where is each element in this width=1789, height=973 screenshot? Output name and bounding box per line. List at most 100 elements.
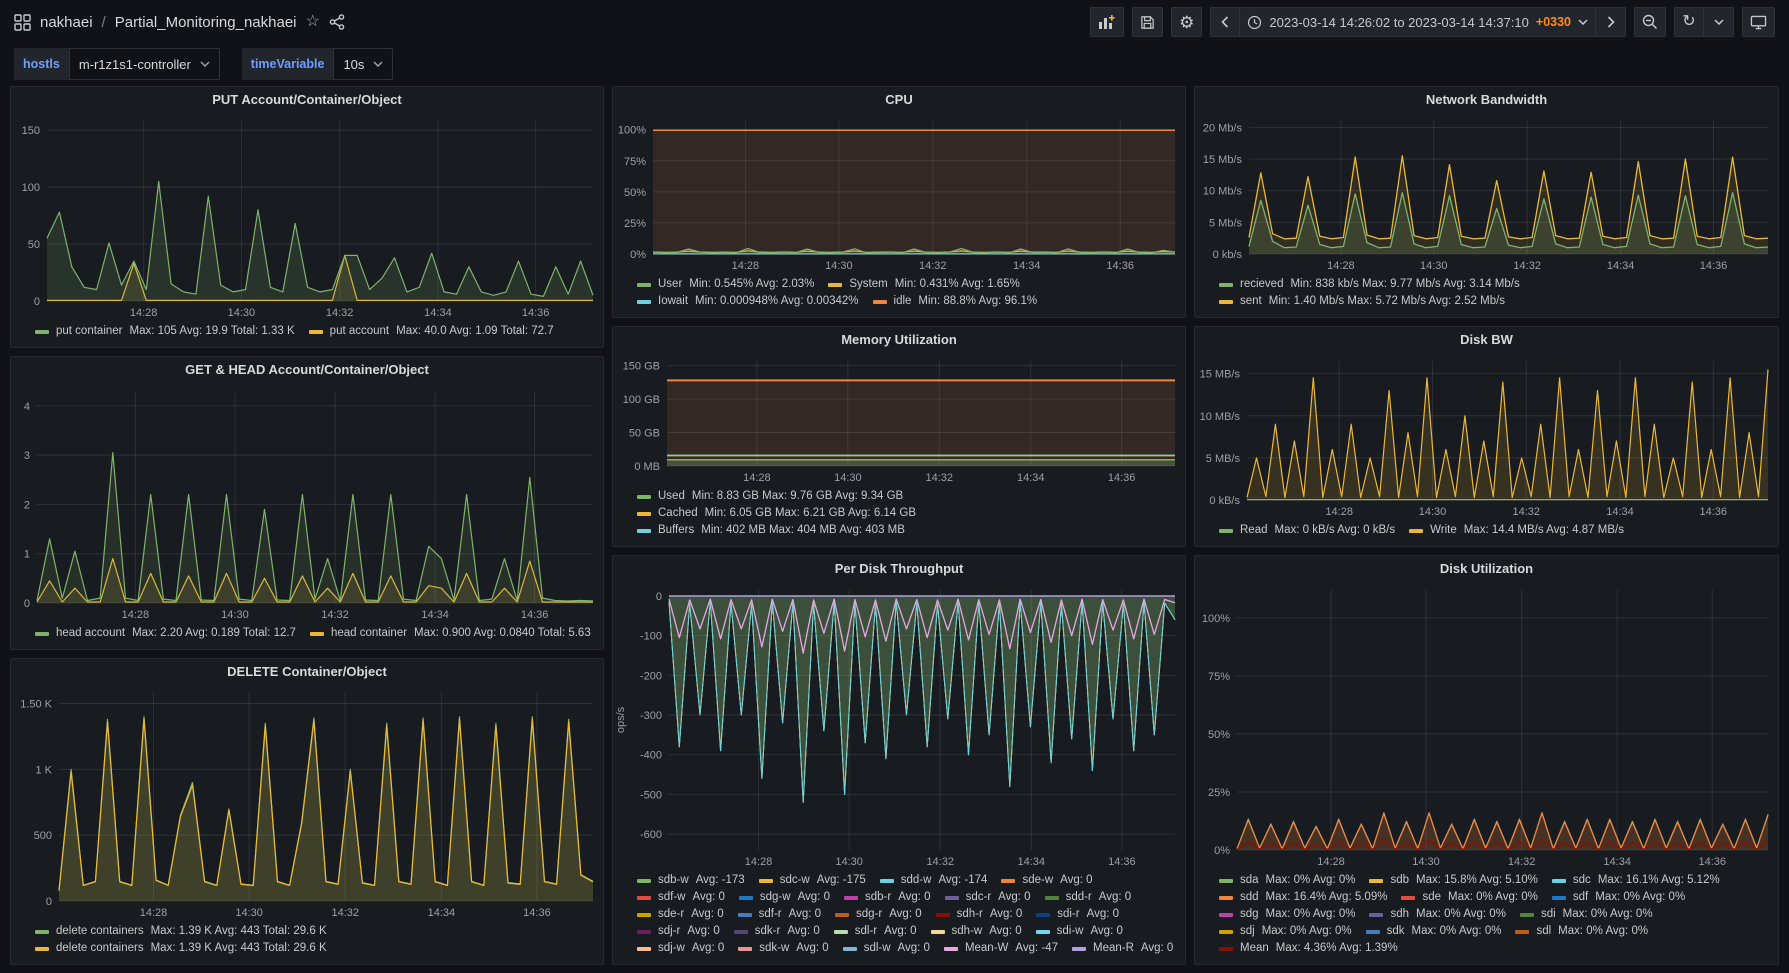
legend-item[interactable]: sdjMax: 0% Avg: 0% [1219, 923, 1352, 940]
legend-item[interactable]: recievedMin: 838 kb/s Max: 9.77 Mb/s Avg… [1219, 276, 1520, 293]
series-color-swatch [35, 330, 49, 334]
add-panel-button[interactable] [1090, 7, 1124, 37]
legend-item[interactable]: Mean-WAvg: -47 [944, 940, 1058, 957]
cpu-chart[interactable]: 14:2814:3014:3214:3414:360%25%50%75%100% [613, 113, 1185, 274]
legend-item[interactable]: put containerMax: 105 Avg: 19.9 Total: 1… [35, 323, 295, 340]
legend-item[interactable]: sdc-rAvg: 0 [945, 889, 1031, 906]
legend-item[interactable]: BuffersMin: 402 MB Max: 404 MB Avg: 403 … [637, 522, 905, 539]
legend-item[interactable]: sde-rAvg: 0 [637, 906, 724, 923]
time-shift-forward-button[interactable] [1596, 7, 1626, 37]
panel-title[interactable]: GET & HEAD Account/Container/Object [11, 357, 603, 383]
legend-item[interactable]: sdkMax: 0% Avg: 0% [1366, 923, 1502, 940]
get-head-chart[interactable]: 14:2814:3014:3214:3414:3601234 [11, 383, 603, 623]
dashboards-grid-icon[interactable] [14, 14, 31, 31]
legend-item[interactable]: sdcMax: 16.1% Avg: 5.12% [1552, 872, 1720, 889]
legend-item[interactable]: sde-wAvg: 0 [1001, 872, 1092, 889]
legend-item[interactable]: UsedMin: 8.83 GB Max: 9.76 GB Avg: 9.34 … [637, 488, 903, 505]
time-variable-dropdown[interactable]: 10s [333, 48, 393, 80]
legend-item[interactable]: CachedMin: 6.05 GB Max: 6.21 GB Avg: 6.1… [637, 505, 916, 522]
zoom-out-time-button[interactable] [1634, 7, 1666, 37]
series-stats: Max: 0 kB/s Avg: 0 kB/s [1275, 522, 1396, 539]
breadcrumb-root[interactable]: nakhaei [40, 14, 93, 31]
legend-item[interactable]: sentMin: 1.40 Mb/s Max: 5.72 Mb/s Avg: 2… [1219, 293, 1505, 310]
legend-item[interactable]: sdh-rAvg: 0 [936, 906, 1023, 923]
panel-title[interactable]: Network Bandwidth [1195, 87, 1778, 113]
legend-item[interactable]: sdaMax: 0% Avg: 0% [1219, 872, 1355, 889]
legend-item[interactable]: idleMin: 88.8% Avg: 96.1% [873, 293, 1038, 310]
legend-item[interactable]: MeanMax: 4.36% Avg: 1.39% [1219, 940, 1398, 957]
network-bandwidth-chart[interactable]: 14:2814:3014:3214:3414:360 kb/s5 Mb/s10 … [1195, 113, 1778, 274]
legend-item[interactable]: sdi-rAvg: 0 [1036, 906, 1119, 923]
legend-item[interactable]: head accountMax: 2.20 Avg: 0.189 Total: … [35, 625, 296, 642]
chevron-left-icon [1221, 16, 1229, 28]
breadcrumb-page[interactable]: Partial_Monitoring_nakhaei [115, 14, 297, 31]
legend-item[interactable]: sdb-wAvg: -173 [637, 872, 745, 889]
legend-item[interactable]: sdk-rAvg: 0 [734, 923, 820, 940]
svg-text:-200: -200 [640, 670, 662, 682]
delete-chart[interactable]: 14:2814:3014:3214:3414:3605001 K1.50 K [11, 685, 603, 921]
legend-item[interactable]: sdbMax: 15.8% Avg: 5.10% [1369, 872, 1537, 889]
share-icon[interactable] [329, 14, 345, 30]
legend-item[interactable]: sddMax: 16.4% Avg: 5.09% [1219, 889, 1387, 906]
legend-item[interactable]: sdh-wAvg: 0 [931, 923, 1022, 940]
legend-item[interactable]: sdf-wAvg: 0 [637, 889, 725, 906]
legend-item[interactable]: sdhMax: 0% Avg: 0% [1369, 906, 1505, 923]
legend-item[interactable]: sdc-wAvg: -175 [759, 872, 866, 889]
panel-title[interactable]: CPU [613, 87, 1185, 113]
series-stats: Max: 2.20 Avg: 0.189 Total: 12.7 [132, 625, 296, 642]
legend-item[interactable]: delete containersMax: 1.39 K Avg: 443 To… [35, 923, 327, 940]
series-color-swatch [1219, 300, 1233, 304]
time-shift-back-button[interactable] [1210, 7, 1240, 37]
legend-item[interactable]: head containerMax: 0.900 Avg: 0.0840 Tot… [310, 625, 591, 642]
series-stats: Max: 0% Avg: 0% [1266, 872, 1356, 889]
series-stats: Avg: 0 [691, 906, 723, 923]
per-disk-throughput-chart[interactable]: 14:2814:3014:3214:3414:360-100-200-300-4… [613, 582, 1185, 870]
refresh-interval-button[interactable] [1704, 7, 1734, 37]
legend-item[interactable]: WriteMax: 14.4 MB/s Avg: 4.87 MB/s [1409, 522, 1624, 539]
legend-item[interactable]: put accountMax: 40.0 Avg: 1.09 Total: 72… [309, 323, 554, 340]
legend-item[interactable]: sdgMax: 0% Avg: 0% [1219, 906, 1355, 923]
host-variable-dropdown[interactable]: m-r1z1s1-controller [69, 48, 220, 80]
legend-item[interactable]: sdl-rAvg: 0 [834, 923, 917, 940]
panel-title[interactable]: Disk Utilization [1195, 556, 1778, 582]
legend-item[interactable]: sdg-wAvg: 0 [739, 889, 830, 906]
legend-item[interactable]: sdlMax: 0% Avg: 0% [1515, 923, 1648, 940]
series-stats: Max: 0% Avg: 0% [1262, 923, 1352, 940]
panel-title[interactable]: Per Disk Throughput [613, 556, 1185, 582]
legend-item[interactable]: UserMin: 0.545% Avg: 2.03% [637, 276, 814, 293]
disk-utilization-chart[interactable]: 14:2814:3014:3214:3414:360%25%50%75%100% [1195, 582, 1778, 870]
legend-item[interactable]: sdk-wAvg: 0 [738, 940, 828, 957]
legend-item[interactable]: sdi-wAvg: 0 [1036, 923, 1123, 940]
legend-item[interactable]: sdj-rAvg: 0 [637, 923, 720, 940]
panel-title[interactable]: PUT Account/Container/Object [11, 87, 603, 113]
time-variable-value: 10s [343, 57, 364, 72]
legend-item[interactable]: sdd-rAvg: 0 [1045, 889, 1132, 906]
legend-item[interactable]: sdb-rAvg: 0 [844, 889, 931, 906]
panel-title[interactable]: Memory Utilization [613, 327, 1185, 353]
put-chart[interactable]: 14:2814:3014:3214:3414:36050100150 [11, 113, 603, 321]
legend-item[interactable]: Mean-RAvg: 0 [1072, 940, 1173, 957]
legend-item[interactable]: sdd-wAvg: -174 [880, 872, 988, 889]
legend-item[interactable]: sdfMax: 0% Avg: 0% [1552, 889, 1685, 906]
legend-item[interactable]: sdj-wAvg: 0 [637, 940, 724, 957]
legend-item[interactable]: sdf-rAvg: 0 [738, 906, 821, 923]
memory-chart[interactable]: 14:2814:3014:3214:3414:360 MB50 GB100 GB… [613, 353, 1185, 486]
legend-item[interactable]: ReadMax: 0 kB/s Avg: 0 kB/s [1219, 522, 1395, 539]
disk-bw-chart[interactable]: 14:2814:3014:3214:3414:360 kB/s5 MB/s10 … [1195, 353, 1778, 520]
panel-title[interactable]: Disk BW [1195, 327, 1778, 353]
cycle-view-mode-button[interactable] [1742, 7, 1775, 37]
star-icon[interactable]: ☆ [306, 14, 320, 30]
time-range-button[interactable]: 2023-03-14 14:26:02 to 2023-03-14 14:37:… [1240, 7, 1596, 37]
delete-legend: delete containersMax: 1.39 K Avg: 443 To… [11, 921, 603, 964]
panel-title[interactable]: DELETE Container/Object [11, 659, 603, 685]
legend-item[interactable]: sdl-wAvg: 0 [843, 940, 930, 957]
legend-item[interactable]: delete containersMax: 1.39 K Avg: 443 To… [35, 940, 327, 957]
legend-item[interactable]: sdiMax: 0% Avg: 0% [1520, 906, 1653, 923]
save-dashboard-button[interactable] [1132, 7, 1163, 37]
refresh-button[interactable]: ↻ [1674, 7, 1704, 37]
legend-item[interactable]: SystemMin: 0.431% Avg: 1.65% [828, 276, 1019, 293]
legend-item[interactable]: sdg-rAvg: 0 [835, 906, 922, 923]
legend-item[interactable]: IowaitMin: 0.000948% Avg: 0.00342% [637, 293, 859, 310]
dashboard-settings-button[interactable]: ⚙ [1171, 7, 1202, 37]
legend-item[interactable]: sdeMax: 0% Avg: 0% [1401, 889, 1537, 906]
